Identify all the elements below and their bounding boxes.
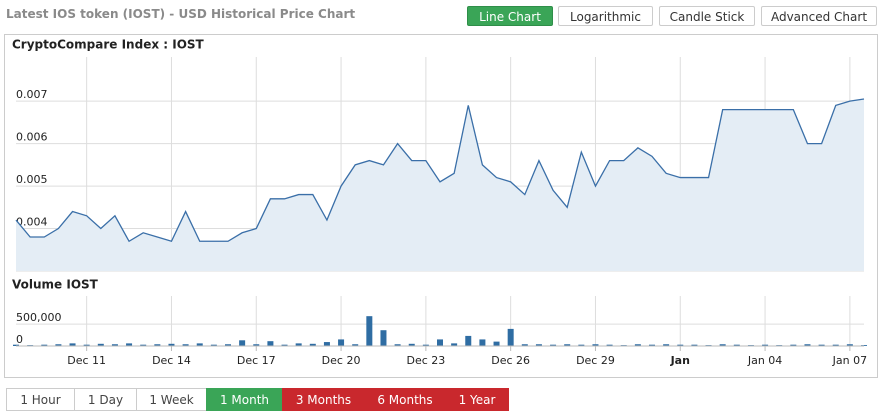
volume-bar [677, 344, 684, 346]
volume-bar [408, 343, 415, 346]
volume-bar [521, 344, 528, 346]
volume-bar [422, 344, 429, 346]
volume-bar [154, 344, 161, 346]
volume-bar [479, 339, 486, 346]
volume-bar [168, 343, 175, 346]
x-tick-label: Dec 11 [67, 354, 106, 367]
volume-bar [182, 344, 189, 346]
volume-bar [691, 344, 698, 346]
volume-bar [550, 344, 557, 346]
volume-bar [507, 328, 514, 346]
range-button[interactable]: 6 Months [364, 388, 446, 411]
volume-bar [535, 344, 542, 346]
volume-bar [225, 344, 231, 346]
volume-bar [97, 343, 104, 346]
range-button[interactable]: 1 Hour [6, 388, 75, 411]
volume-bar [733, 344, 740, 346]
volume-bar [564, 344, 571, 346]
y-tick-label: 0.006 [16, 131, 48, 144]
x-tick-label: Jan 04 [747, 354, 782, 367]
x-tick-label: Dec 14 [152, 354, 191, 367]
volume-bar [41, 344, 48, 346]
volume-bar [634, 344, 641, 346]
panel-title: Volume IOST [12, 278, 99, 292]
volume-bar [13, 344, 19, 346]
x-tick-label: Dec 23 [406, 354, 445, 367]
advanced-chart-button[interactable]: Advanced Chart [761, 6, 877, 26]
panel-title: CryptoCompare Index : IOST [12, 38, 205, 52]
x-tick-label: Dec 20 [322, 354, 361, 367]
volume-bar [649, 344, 655, 346]
volume-bar [437, 339, 443, 346]
volume-bar [323, 342, 330, 346]
volume-bar [281, 344, 288, 346]
area-fill [16, 99, 864, 272]
candle-stick-button[interactable]: Candle Stick [659, 6, 755, 26]
x-tick-label: Dec 17 [237, 354, 276, 367]
volume-bar [592, 344, 599, 346]
line-chart-button[interactable]: Line Chart [467, 6, 553, 26]
volume-bar [55, 344, 62, 346]
volume-bar [719, 344, 726, 346]
volume-bar [352, 344, 359, 346]
volume-bar [83, 344, 90, 346]
page-title: Latest IOS token (IOST) - USD Historical… [6, 7, 356, 21]
y-tick-label: 0.004 [16, 216, 48, 229]
range-button[interactable]: 1 Week [136, 388, 207, 411]
price-line [15, 98, 865, 243]
range-button[interactable]: 1 Day [74, 388, 137, 411]
range-button[interactable]: 1 Month [206, 388, 283, 411]
volume-bar [394, 344, 401, 346]
volume-bar [465, 335, 472, 346]
volume-bar [111, 344, 118, 346]
volume-bar [818, 344, 825, 346]
volume-bar [663, 344, 670, 346]
y-tick-label: 0 [16, 333, 23, 346]
volume-bar [493, 341, 500, 346]
volume-bar [196, 343, 203, 346]
volume-bar [451, 343, 458, 346]
x-tick-label: Jan 07 [832, 354, 867, 367]
volume-bar [253, 344, 260, 346]
volume-bar [578, 344, 585, 346]
volume-bar [762, 344, 769, 346]
range-button[interactable]: 3 Months [282, 388, 365, 411]
range-button[interactable]: 1 Year [445, 388, 509, 411]
volume-bar [309, 343, 316, 346]
volume-bar [210, 344, 217, 346]
volume-bar [606, 344, 613, 346]
x-tick-label: Dec 29 [576, 354, 615, 367]
y-tick-label: 500,000 [16, 311, 62, 324]
volume-bar [846, 344, 853, 346]
logarithmic-button[interactable]: Logarithmic [558, 6, 653, 26]
volume-bar [126, 343, 133, 346]
volume-bar [832, 344, 839, 346]
volume-bar [366, 316, 373, 346]
x-tick-label: Dec 26 [491, 354, 530, 367]
volume-bar [804, 344, 811, 346]
volume-bar [69, 343, 76, 346]
y-tick-label: 0.007 [16, 88, 48, 101]
volume-bar [338, 339, 345, 346]
volume-bar [267, 341, 274, 346]
volume-bar [239, 340, 246, 346]
volume-bar [295, 343, 302, 346]
volume-bar [140, 344, 147, 346]
volume-bar [790, 344, 797, 346]
y-tick-label: 0.005 [16, 173, 48, 186]
x-tick-label: Jan [670, 354, 690, 367]
volume-bar [380, 330, 387, 346]
